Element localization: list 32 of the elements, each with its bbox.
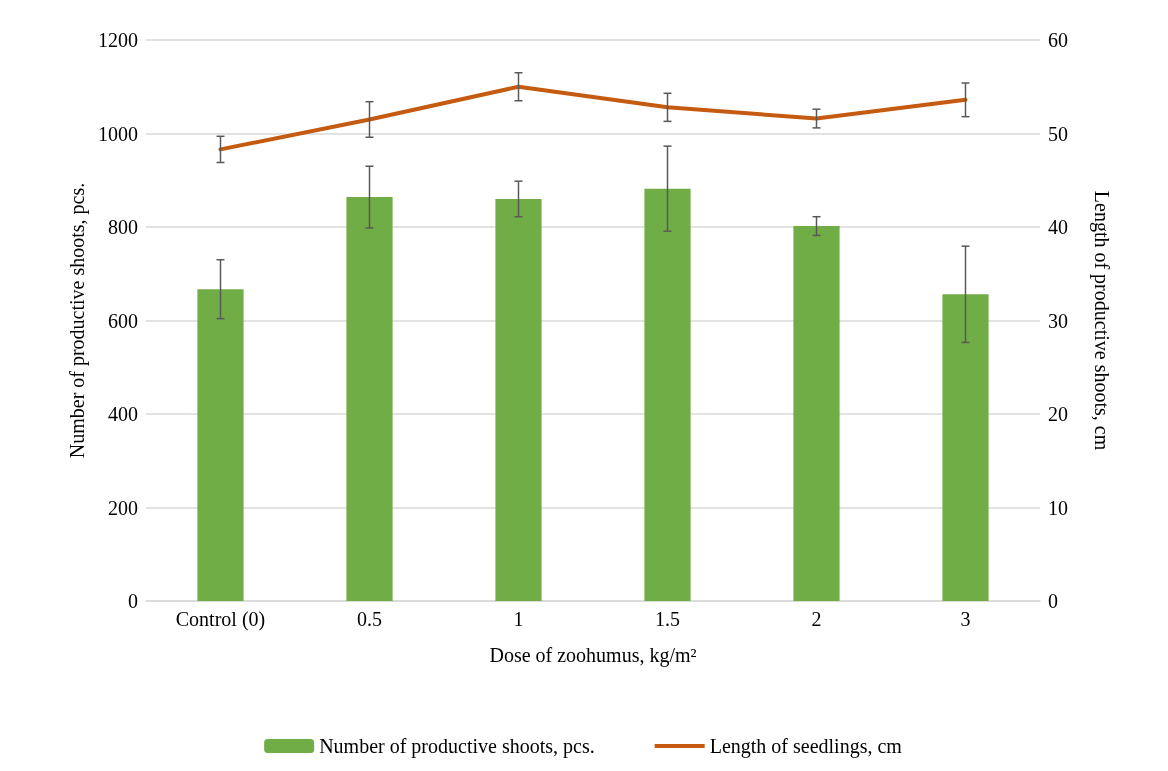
- y-tick-label: 800: [108, 216, 138, 238]
- y2-tick-label: 60: [1048, 29, 1068, 51]
- y-tick-label: 600: [108, 309, 138, 332]
- bar: [942, 294, 989, 601]
- bar: [644, 188, 691, 601]
- y-axis-title: Number of productive shoots, pcs.: [66, 182, 90, 459]
- y-tick-label: 200: [108, 496, 138, 519]
- line-series: [218, 84, 968, 152]
- bar: [495, 198, 542, 601]
- y2-tick-label: 20: [1048, 403, 1068, 425]
- y2-axis-title: Length of productive shoots, cm: [1090, 190, 1113, 451]
- y-tick-label: 1000: [98, 122, 138, 145]
- y-tick-label: 0: [128, 590, 138, 612]
- x-tick-label: 3: [960, 608, 971, 630]
- x-tick-label: 1.5: [655, 608, 680, 630]
- x-tick-label: 0.5: [357, 608, 382, 630]
- y2-tick-label: 40: [1048, 216, 1068, 238]
- bar: [346, 197, 393, 601]
- y2-tick-label: 50: [1048, 122, 1068, 145]
- bar: [793, 226, 840, 601]
- x-tick-label: 2: [811, 608, 822, 630]
- y2-tick-label: 30: [1048, 309, 1068, 332]
- y-tick-label: 1200: [98, 29, 138, 51]
- y2-tick-label: 0: [1048, 590, 1058, 612]
- legend-label: Number of productive shoots, pcs.: [319, 735, 595, 758]
- bar: [197, 289, 244, 601]
- x-tick-label: Control (0): [175, 608, 266, 631]
- y2-tick-label: 10: [1048, 496, 1068, 519]
- x-tick-label: 1: [513, 608, 524, 630]
- legend-label: Length of seedlings, cm: [709, 735, 903, 758]
- y-tick-label: 400: [108, 403, 138, 425]
- x-axis-title: Dose of zoohumus, kg/m²: [489, 644, 697, 667]
